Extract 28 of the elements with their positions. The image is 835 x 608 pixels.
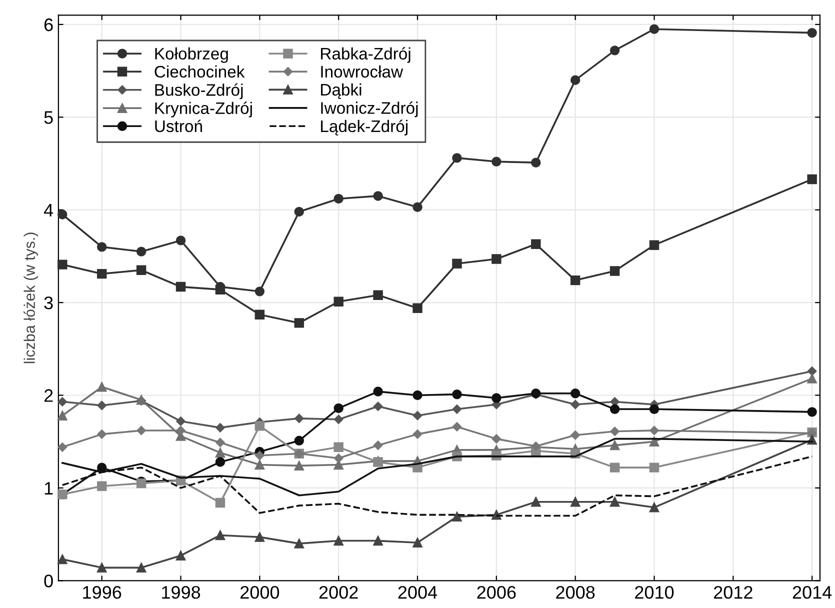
x-tick-label: 2004 [398, 586, 438, 599]
y-tick-label: 4 [44, 204, 54, 216]
y-tick-label: 3 [44, 296, 53, 310]
legend-label: Kołobrzeg [155, 47, 228, 63]
legend-label: Dąbki [321, 83, 362, 99]
y-tick-label: 2 [44, 389, 53, 402]
y-axis-title: liczba łóżek (w tys.) [24, 232, 38, 364]
legend-label: Ciechocinek [154, 65, 245, 78]
legend-label: Ustroń [155, 120, 202, 132]
legend-label: Lądek-Zdrój [321, 120, 408, 136]
x-tick-label: 1996 [83, 586, 122, 599]
legend-label: Krynica-Zdrój [155, 102, 252, 118]
x-tick-label: 2008 [556, 586, 595, 599]
legend-label: Iwonicz-Zdrój [321, 101, 418, 118]
y-tick-label: 1 [44, 482, 53, 494]
legend-label: Busko-Zdrój [155, 83, 243, 100]
x-tick-label: 2014 [792, 586, 832, 599]
y-tick-label: 6 [44, 18, 53, 32]
legend-label: Rabka-Zdrój [321, 47, 410, 63]
y-tick-label: 5 [44, 111, 53, 124]
x-tick-label: 2006 [477, 586, 516, 599]
legend-label: Inowrocław [321, 65, 404, 78]
y-tick-label: 0 [44, 574, 53, 588]
x-tick-label: 2012 [714, 586, 752, 599]
x-tick-label: 2002 [319, 586, 358, 599]
x-tick-label: 2010 [635, 586, 674, 599]
x-tick-label: 2000 [240, 586, 280, 599]
x-tick-label: 1998 [162, 586, 200, 599]
